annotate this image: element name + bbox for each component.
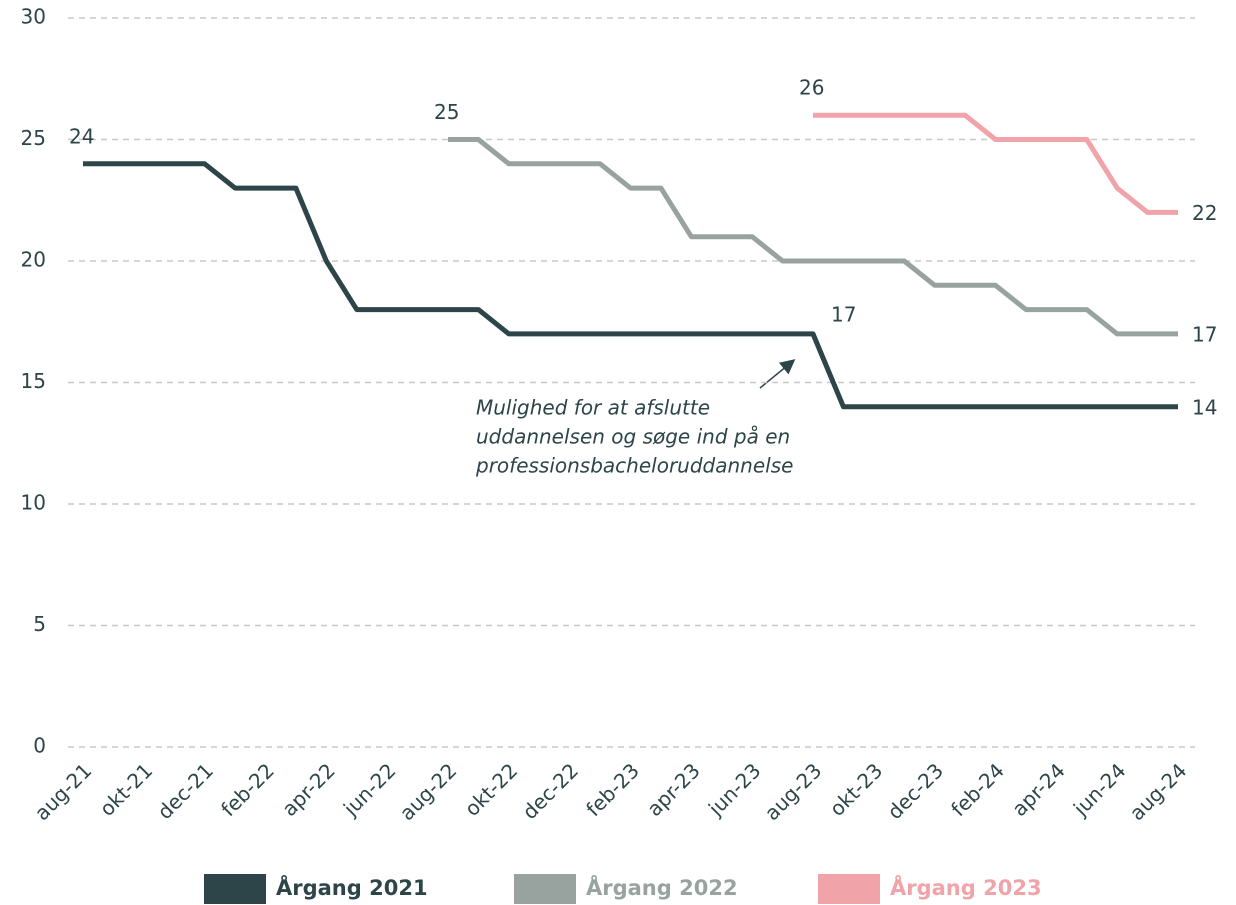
y-tick-label: 20 <box>21 248 46 272</box>
series-line <box>83 161 1178 410</box>
y-tick-label: 10 <box>21 491 46 515</box>
y-tick-label: 30 <box>21 5 46 29</box>
x-tick-label: dec-21 <box>153 758 219 824</box>
legend-swatch <box>818 874 880 904</box>
x-tick-label: aug-21 <box>30 758 97 825</box>
x-tick-label: feb-23 <box>581 758 644 821</box>
x-tick-label: okt-21 <box>95 758 157 820</box>
data-label: 26 <box>799 76 824 100</box>
annotation: uddannelsen og søge ind på en <box>476 425 790 449</box>
x-tick-label: feb-24 <box>946 758 1009 821</box>
x-tick-label: dec-23 <box>883 758 949 824</box>
legend-label: Årgang 2021 <box>276 875 428 900</box>
annotation-arrow <box>759 359 796 389</box>
series-line <box>813 112 1178 215</box>
x-tick-label: aug-22 <box>395 758 462 825</box>
data-label: 24 <box>69 124 94 148</box>
x-tick-label: jun-24 <box>1068 758 1131 821</box>
series-line <box>448 137 1178 337</box>
x-tick-label: okt-23 <box>825 758 887 820</box>
data-label: 25 <box>434 100 459 124</box>
y-tick-label: 5 <box>33 612 46 636</box>
data-label: 14 <box>1192 395 1217 419</box>
annotation: professionsbacheloruddannelse <box>475 454 793 478</box>
legend-swatch <box>514 874 576 904</box>
x-tick-label: apr-23 <box>642 758 705 821</box>
y-tick-label: 15 <box>21 369 46 393</box>
data-label: 17 <box>831 302 856 326</box>
legend-label: Årgang 2022 <box>586 875 738 900</box>
y-tick-label: 0 <box>33 734 46 758</box>
x-tick-label: okt-22 <box>460 758 522 820</box>
x-tick-label: apr-24 <box>1007 758 1070 821</box>
x-tick-label: jun-23 <box>703 758 766 821</box>
legend-swatch <box>204 874 266 904</box>
x-tick-label: aug-24 <box>1125 758 1192 825</box>
x-tick-label: apr-22 <box>277 758 340 821</box>
annotation: Mulighed for at afslutte <box>476 396 710 420</box>
data-label: 17 <box>1192 322 1217 346</box>
x-tick-label: aug-23 <box>760 758 827 825</box>
y-tick-label: 25 <box>21 126 46 150</box>
x-tick-label: feb-22 <box>216 758 279 821</box>
data-label: 22 <box>1192 201 1217 225</box>
legend-label: Årgang 2023 <box>890 875 1042 900</box>
x-tick-label: jun-22 <box>338 758 401 821</box>
x-tick-label: dec-22 <box>518 758 584 824</box>
